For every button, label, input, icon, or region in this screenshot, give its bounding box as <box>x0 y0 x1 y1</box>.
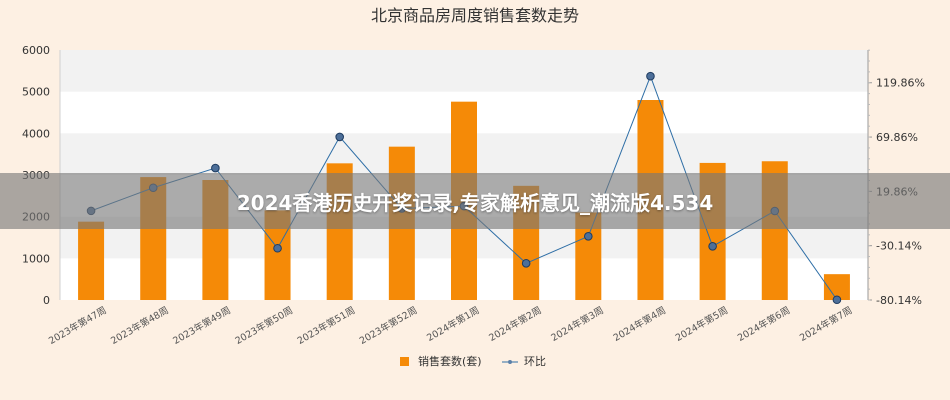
x-tick-label: 2023年第48周 <box>109 304 171 347</box>
x-tick-label: 2024年第1周 <box>425 304 482 344</box>
overlay-banner: 2024香港历史开奖记录,专家解析意见_潮流版4.534 <box>0 173 950 229</box>
legend-bar-swatch <box>400 357 409 366</box>
x-tick-label: 2023年第51周 <box>295 304 357 347</box>
ratio-point <box>273 243 282 253</box>
legend-bar-label: 销售套数(套) <box>418 354 482 368</box>
ratio-point <box>708 241 717 251</box>
ratio-point <box>521 259 531 268</box>
legend: 销售套数(套) 环比 <box>400 354 546 368</box>
left-tick-label: 0 <box>43 294 50 307</box>
left-tick-label: 4000 <box>22 127 50 140</box>
chart-title: 北京商品房周度销售套数走势 <box>371 6 579 25</box>
left-tick-label: 5000 <box>22 86 50 99</box>
x-tick-label: 2024年第4周 <box>611 304 668 344</box>
bar <box>78 221 105 300</box>
grid-band <box>60 50 868 92</box>
x-tick-label: 2024年第5周 <box>673 304 730 344</box>
x-tick-label: 2024年第6周 <box>735 304 792 344</box>
x-axis-labels: 2023年第47周 2023年第48周 2023年第49周 2023年第50周 2023… <box>46 304 854 347</box>
x-tick-label: 2023年第49周 <box>171 304 233 347</box>
grid-bands <box>60 50 868 259</box>
right-tick-label: -30.14% <box>876 240 922 253</box>
right-tick-label: -80.14% <box>876 294 922 307</box>
x-tick-label: 2023年第47周 <box>46 304 108 347</box>
overlay-text: 2024香港历史开奖记录,专家解析意见_潮流版4.534 <box>236 190 714 215</box>
right-tick-label: 69.86% <box>876 131 918 144</box>
x-tick-label: 2023年第50周 <box>233 304 295 347</box>
legend-line-marker <box>508 360 512 364</box>
x-tick-label: 2024年第2周 <box>487 304 544 344</box>
ratio-point <box>646 71 655 81</box>
left-tick-label: 6000 <box>22 44 50 57</box>
x-tick-label: 2024年第7周 <box>798 304 855 344</box>
ratio-point <box>832 295 842 305</box>
right-tick-label: 119.86% <box>876 77 925 90</box>
ratio-point <box>211 163 220 173</box>
ratio-point <box>335 132 344 142</box>
ratio-point <box>584 231 593 241</box>
left-tick-label: 1000 <box>22 252 50 265</box>
x-tick-label: 2024年第3周 <box>549 304 606 344</box>
legend-line-label: 环比 <box>524 355 546 368</box>
x-tick-label: 2023年第52周 <box>357 304 419 347</box>
